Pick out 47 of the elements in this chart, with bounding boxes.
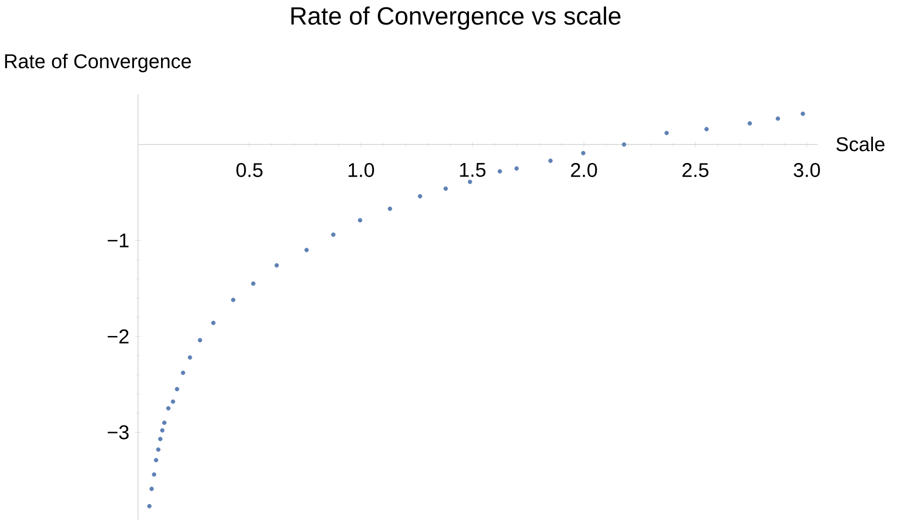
- point: [622, 142, 626, 147]
- point: [800, 112, 806, 116]
- point: [514, 166, 519, 171]
- point: [149, 486, 154, 492]
- point: [231, 298, 236, 302]
- y-tick-label: −1: [108, 234, 129, 248]
- y-axis-title: Rate of Convergence: [5, 54, 191, 72]
- point: [174, 386, 180, 392]
- point: [331, 232, 336, 237]
- point: [304, 248, 309, 252]
- point: [156, 447, 160, 452]
- point: [704, 126, 709, 132]
- x-tick-label: 2.0: [571, 163, 597, 178]
- x-tick-label: 2.5: [682, 163, 708, 178]
- point: [147, 504, 152, 508]
- point: [251, 281, 256, 286]
- point: [388, 206, 392, 211]
- y-tick-label: −2: [108, 329, 128, 344]
- point: [664, 130, 669, 136]
- point: [180, 370, 186, 376]
- point: [274, 263, 279, 268]
- point: [166, 406, 171, 411]
- x-tick-label: 0.5: [236, 163, 263, 178]
- point: [418, 194, 422, 198]
- point: [154, 458, 158, 462]
- point: [198, 338, 202, 342]
- chart-title: Rate of Convergence vs scale: [291, 6, 620, 30]
- x-tick-label: 1.5: [460, 163, 486, 177]
- point: [158, 436, 162, 442]
- point: [162, 420, 167, 425]
- x-axis-title: Scale: [836, 136, 884, 152]
- point: [188, 355, 192, 360]
- y-tick-label: −3: [108, 425, 129, 440]
- x-tick-label: 1.0: [348, 163, 374, 178]
- point: [498, 169, 502, 174]
- point: [443, 186, 448, 191]
- point: [776, 116, 780, 121]
- point: [358, 218, 362, 222]
- point: [170, 399, 176, 404]
- point: [211, 320, 216, 326]
- x-tick-label: 3.0: [794, 163, 820, 178]
- point: [160, 428, 165, 433]
- point: [581, 150, 586, 156]
- point: [468, 180, 472, 184]
- point: [152, 472, 156, 477]
- point: [748, 121, 752, 126]
- point: [548, 158, 553, 163]
